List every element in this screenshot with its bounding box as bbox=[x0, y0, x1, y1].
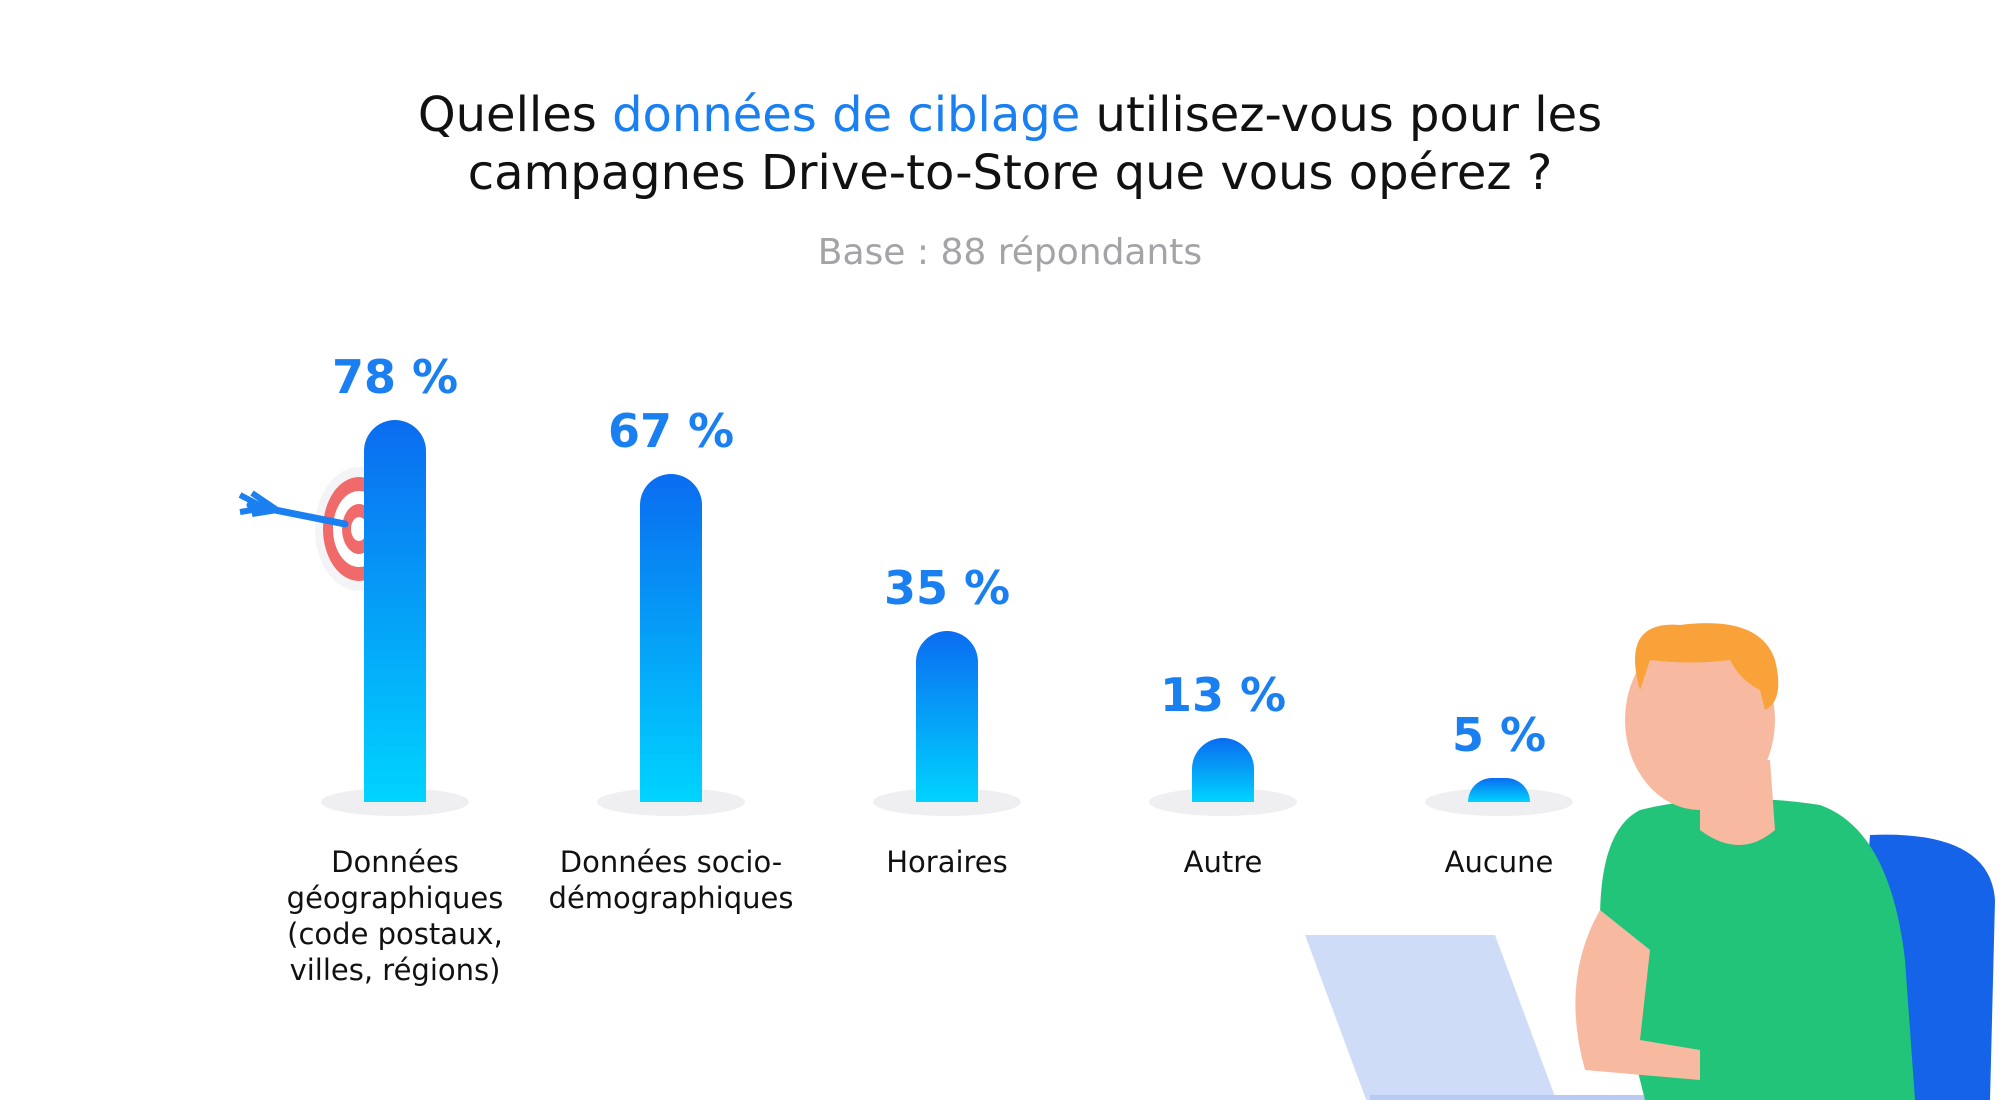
value-label: 5 % bbox=[1451, 707, 1547, 762]
value-label: 13 % bbox=[1159, 668, 1287, 723]
arrow-feathers bbox=[238, 490, 279, 517]
bar bbox=[640, 473, 702, 802]
bar bbox=[364, 419, 426, 802]
arrow bbox=[246, 501, 349, 528]
title-part: Quelles bbox=[417, 87, 597, 143]
x-tick-label: Aucune bbox=[1444, 845, 1554, 879]
value-label: 67 % bbox=[607, 403, 735, 458]
bar bbox=[1192, 738, 1254, 802]
laptop bbox=[1305, 935, 1557, 1100]
bar bbox=[1468, 777, 1530, 802]
head bbox=[1625, 630, 1775, 810]
x-tick-label: Horaires bbox=[886, 845, 1008, 879]
target-ring bbox=[351, 517, 367, 541]
torso bbox=[1600, 798, 1915, 1100]
title-part: utilisez-vous pour les bbox=[1095, 87, 1603, 143]
value-label: 78 % bbox=[331, 349, 459, 404]
value-label: 35 % bbox=[883, 560, 1011, 615]
laptop-base bbox=[1370, 1095, 1700, 1100]
x-tick-label: Autre bbox=[1183, 845, 1263, 879]
bar bbox=[916, 630, 978, 802]
title-highlight: données de ciblage bbox=[612, 87, 1081, 143]
chart-title: Quelles données de ciblage utilisez-vous… bbox=[0, 86, 1999, 202]
x-tick-label: Données géographiques (code postaux, vil… bbox=[286, 845, 504, 987]
x-tick-label: Données socio-démographiques bbox=[548, 845, 794, 915]
title-part: campagnes Drive-to-Store que vous opérez… bbox=[467, 145, 1553, 201]
chart-subtitle: Base : 88 répondants bbox=[817, 232, 1203, 273]
arm bbox=[1575, 910, 1700, 1080]
hair bbox=[1635, 623, 1779, 710]
